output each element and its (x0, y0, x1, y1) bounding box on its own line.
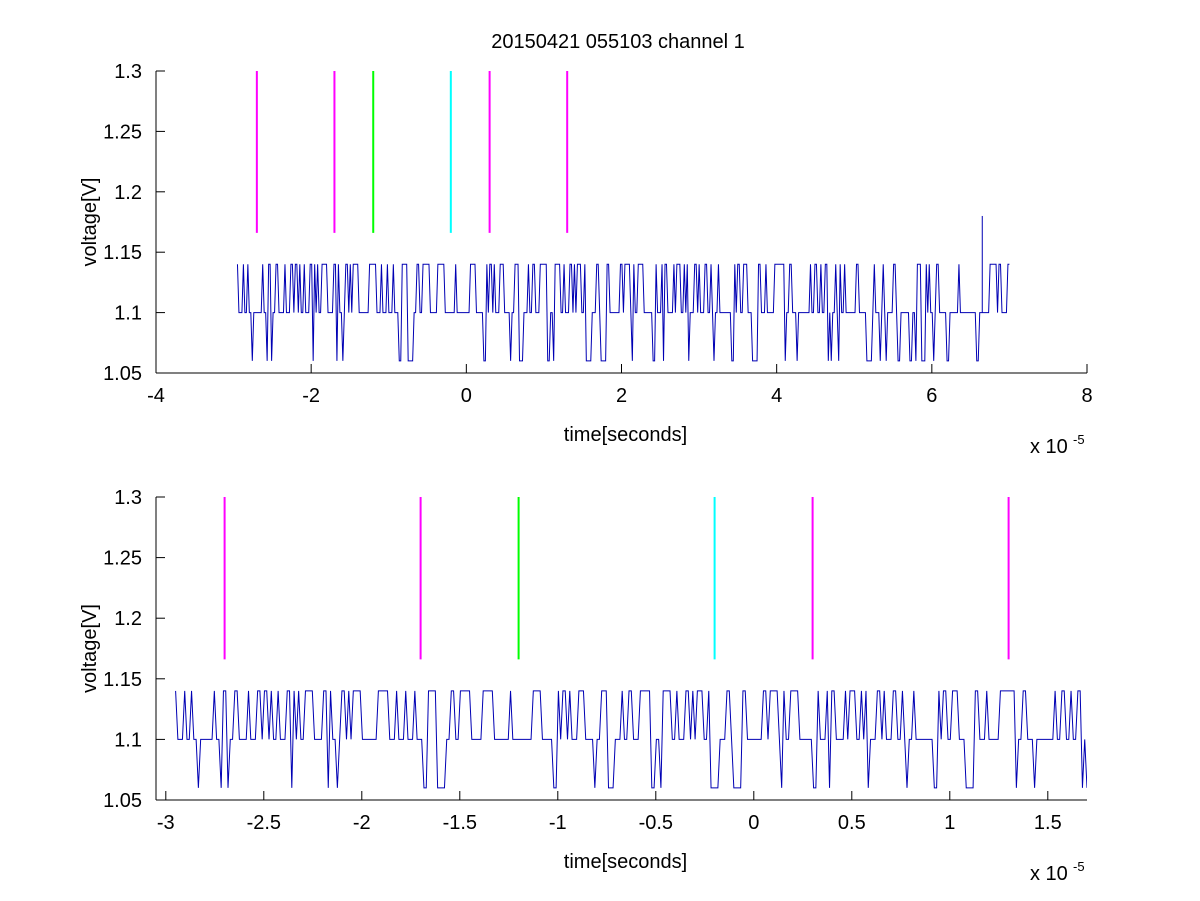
bottom-axes: -3 -2.5 -2 -1.5 -1 -0.5 0 0.5 1 1.5 1.05 1.1 1.15 1.2… (79, 487, 1087, 885)
x-multiplier-exponent: -5 (1073, 432, 1085, 447)
x-tick-label: 2 (616, 385, 627, 407)
x-axis-label: time[seconds] (564, 424, 687, 446)
x-tick-label: -1 (549, 812, 567, 834)
x-tick-label: -2 (302, 385, 320, 407)
x-tick-label: 4 (771, 385, 782, 407)
x-tick-label: 1.5 (1034, 812, 1062, 834)
y-axis-label: voltage[V] (79, 178, 101, 267)
y-tick-label: 1.05 (103, 363, 142, 385)
y-tick-label: 1.1 (114, 729, 142, 751)
x-tick-label: 8 (1081, 385, 1092, 407)
x-tick-label: -2 (353, 812, 371, 834)
y-tick-label: 1.15 (103, 242, 142, 264)
y-tick-label: 1.05 (103, 790, 142, 812)
x-tick-label: -1.5 (443, 812, 477, 834)
y-tick-label: 1.3 (114, 61, 142, 83)
top-axes: -4 -2 0 2 4 6 8 1.05 1.1 1.15 1.2 1.25 1.3 time[secon… (79, 61, 1093, 458)
x-multiplier-label: x 10 (1030, 863, 1068, 885)
figure-title: 20150421 055103 channel 1 (491, 31, 745, 53)
x-tick-label: -3 (157, 812, 175, 834)
signal-trace (175, 690, 1087, 789)
x-tick-label: 1 (944, 812, 955, 834)
y-tick-label: 1.3 (114, 487, 142, 509)
x-tick-label: -2.5 (247, 812, 281, 834)
x-tick-label: 0 (461, 385, 472, 407)
signal-trace (236, 263, 1010, 362)
x-tick-label: 6 (926, 385, 937, 407)
y-tick-label: 1.15 (103, 669, 142, 691)
y-tick-label: 1.1 (114, 303, 142, 325)
y-tick-label: 1.25 (103, 548, 142, 570)
x-tick-label: -4 (147, 385, 165, 407)
y-tick-label: 1.2 (114, 182, 142, 204)
x-multiplier-label: x 10 (1030, 436, 1068, 458)
x-tick-label: 0 (748, 812, 759, 834)
x-axis-label: time[seconds] (564, 851, 687, 873)
y-tick-label: 1.2 (114, 608, 142, 630)
y-tick-label: 1.25 (103, 121, 142, 143)
x-multiplier-exponent: -5 (1073, 859, 1085, 874)
x-tick-label: 0.5 (838, 812, 866, 834)
x-tick-label: -0.5 (639, 812, 673, 834)
y-axis-label: voltage[V] (79, 604, 101, 693)
